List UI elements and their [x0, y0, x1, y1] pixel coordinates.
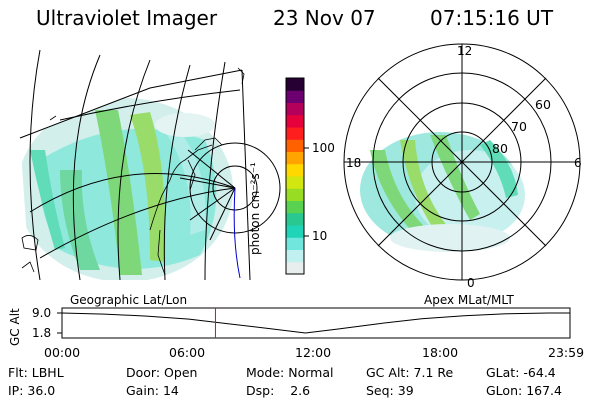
status-mode: Mode: Normal — [246, 365, 334, 380]
altitude-ytick-bottom: 1.8 — [32, 326, 52, 340]
colorbar-block — [286, 237, 304, 250]
colorbar-tick-100: 100 — [312, 141, 335, 155]
altitude-ylabel: GC Alt — [8, 308, 22, 346]
header-date: 23 Nov 07 — [273, 6, 376, 30]
mlat-label-80: 80 — [492, 141, 508, 156]
colorbar-block — [286, 225, 304, 238]
left-panel-caption: Geographic Lat/Lon — [70, 293, 188, 307]
status-filter: Flt: LBHL — [8, 365, 64, 380]
status-glat: GLat: -64.4 — [486, 365, 556, 380]
time-tick-1800: 18:00 — [422, 345, 459, 360]
colorbar-block — [286, 200, 304, 214]
colorbar-block — [286, 212, 304, 226]
mlat-label-60: 60 — [535, 97, 551, 112]
mlt-label-18: 18 — [346, 156, 362, 170]
colorbar-block — [286, 151, 304, 165]
colorbar-block — [286, 78, 304, 91]
time-tick-0000: 00:00 — [44, 345, 81, 360]
left-auroral-image — [20, 98, 233, 280]
colorbar-block — [286, 114, 304, 128]
time-tick-1200: 12:00 — [295, 345, 332, 360]
status-dsp: Dsp: 2.6 — [246, 383, 311, 398]
mlat-label-70: 70 — [511, 119, 527, 134]
right-panel-caption: Apex MLat/MLT — [424, 293, 514, 307]
colorbar-block — [286, 163, 304, 177]
coastlines — [21, 67, 245, 276]
status-gc-alt: GC Alt: 7.1 Re — [366, 365, 454, 380]
colorbar-block — [286, 90, 304, 103]
mlt-label-6: 6 — [574, 156, 582, 170]
polar-grid — [343, 43, 581, 281]
colorbar-block — [286, 249, 304, 263]
mlt-label-12: 12 — [457, 44, 473, 58]
time-tick-2359: 23:59 — [548, 345, 585, 360]
colorbar-tick-10: 10 — [312, 229, 328, 243]
time-tick-0600: 06:00 — [169, 345, 206, 360]
colorbar — [285, 77, 309, 275]
geographic-map — [19, 49, 281, 281]
status-door: Door: Open — [126, 365, 198, 380]
colorbar-unit-label: photon cm⁻²s⁻¹ — [248, 162, 262, 255]
colorbar-block — [286, 188, 304, 201]
colorbar-block — [286, 261, 304, 275]
altitude-ytick-top: 9.0 — [32, 306, 52, 320]
satellite-track — [233, 187, 241, 279]
colorbar-block — [286, 127, 304, 140]
header-time: 07:15:16 UT — [430, 6, 554, 30]
colorbar-block — [286, 176, 304, 189]
status-gain: Gain: 14 — [126, 383, 179, 398]
status-ip: IP: 36.0 — [8, 383, 56, 398]
colorbar-block — [286, 102, 304, 116]
status-glon: GLon: 167.4 — [486, 383, 562, 398]
right-auroral-image — [360, 132, 525, 252]
altitude-plot — [57, 307, 571, 339]
status-seq: Seq: 39 — [366, 383, 414, 398]
polar-plot — [343, 43, 581, 281]
colorbar-block — [286, 139, 304, 152]
app-title: Ultraviolet Imager — [36, 6, 218, 30]
mlt-label-0: 0 — [467, 276, 475, 290]
orbit-altitude-curve — [61, 312, 570, 334]
